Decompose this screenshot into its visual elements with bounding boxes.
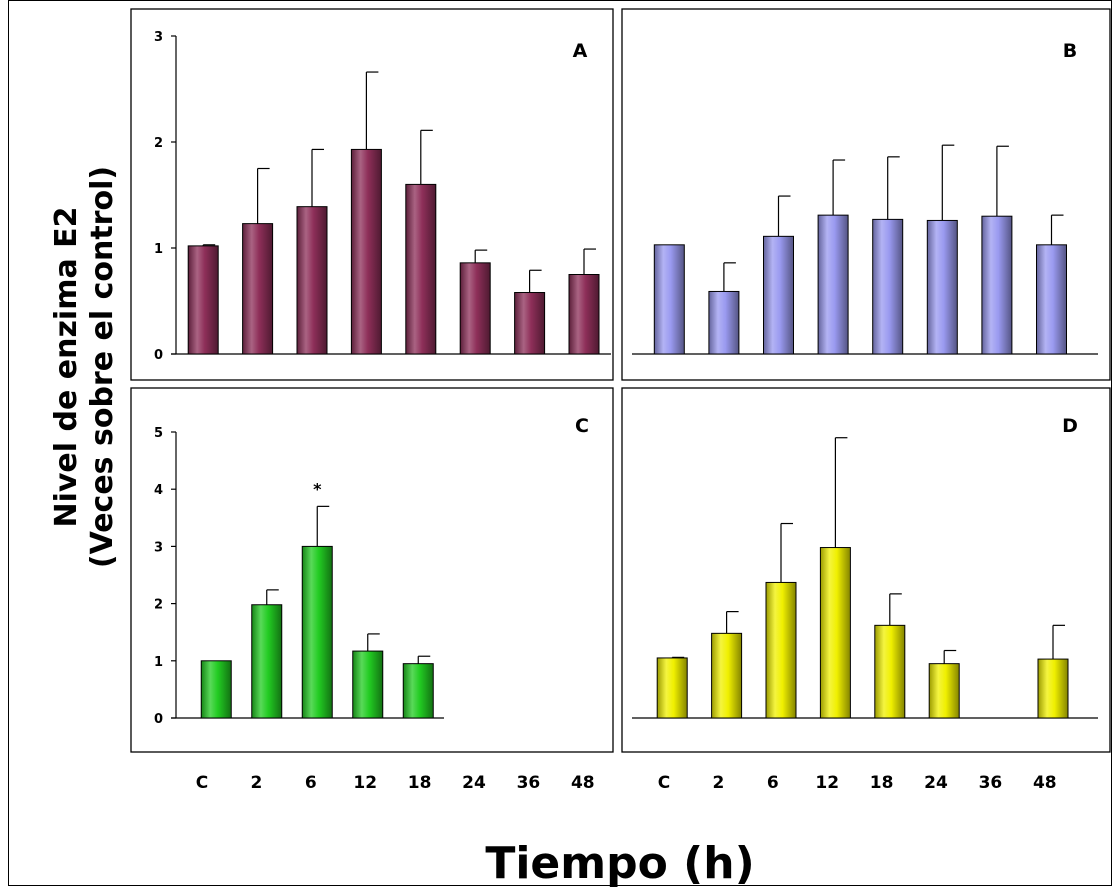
panel-b: B	[621, 8, 1111, 381]
x-axis-label: Tiempo (h)	[485, 838, 755, 889]
panel-frame	[130, 387, 614, 753]
x-tick-label-right: 36	[979, 773, 1003, 793]
x-tick-label-left: C	[196, 773, 208, 793]
x-tick-label-right: 48	[1033, 773, 1057, 793]
bar	[819, 547, 851, 719]
panel-a: 0 1 2 3 A	[130, 8, 614, 381]
bar	[296, 206, 328, 355]
y-tick-label: 3	[154, 540, 163, 555]
x-tick-label-left: 12	[353, 773, 377, 793]
bar	[763, 235, 794, 355]
bar	[242, 223, 274, 355]
panel-label: D	[1062, 415, 1078, 437]
bar	[874, 624, 906, 719]
bar	[187, 245, 219, 355]
bar	[352, 650, 384, 719]
x-tick-label-right: 2	[712, 773, 724, 793]
y-tick-label: 1	[154, 655, 163, 670]
panel-c: 0 1 2 3 4 5 * C	[130, 387, 614, 753]
panel-frame	[621, 8, 1111, 381]
panel-frame	[130, 8, 614, 381]
significance-mark: *	[313, 479, 322, 498]
bar	[872, 218, 904, 355]
bar	[1037, 658, 1069, 719]
x-tick-labels: C 2 6 12 18 24 36 48 C 2 6 12 18 24 36 48	[196, 773, 1057, 793]
bar	[251, 604, 283, 719]
y-tick-label: 5	[154, 426, 163, 441]
panel-label: B	[1063, 40, 1077, 62]
figure-frame	[8, 0, 1112, 886]
bar	[301, 545, 333, 719]
x-tick-label-right: 24	[924, 773, 948, 793]
bar	[711, 632, 743, 719]
y-tick-label: 2	[154, 598, 163, 613]
x-tick-label-right: 6	[767, 773, 779, 793]
bar	[350, 148, 382, 355]
panel-label: C	[575, 415, 589, 437]
x-tick-label-left: 18	[408, 773, 432, 793]
bar	[459, 262, 491, 355]
y-tick-label: 0	[154, 348, 163, 363]
bar	[817, 214, 849, 355]
y-tick-label: 2	[154, 136, 163, 151]
x-tick-label-right: C	[658, 773, 670, 793]
y-tick-label: 3	[154, 30, 163, 45]
y-tick-label: 1	[154, 242, 163, 257]
y-tick-label: 0	[154, 712, 163, 727]
panel-frame	[621, 387, 1111, 753]
x-tick-label-right: 12	[815, 773, 839, 793]
panel-label: A	[573, 40, 588, 62]
x-tick-label-right: 18	[870, 773, 894, 793]
bar	[405, 183, 437, 355]
bar	[568, 274, 600, 355]
bar	[653, 244, 685, 355]
y-tick-label: 4	[154, 483, 163, 498]
bar	[200, 660, 232, 719]
bar	[928, 663, 960, 719]
x-tick-label-left: 6	[305, 773, 317, 793]
panel-d: D	[621, 387, 1111, 753]
bar	[656, 657, 688, 719]
bar	[981, 215, 1013, 355]
bar	[708, 290, 740, 355]
bar	[765, 581, 797, 719]
bar	[514, 292, 546, 355]
x-tick-label-left: 48	[571, 773, 595, 793]
bar	[1036, 244, 1067, 355]
bar	[402, 663, 434, 719]
x-tick-label-left: 36	[517, 773, 541, 793]
x-tick-label-left: 2	[250, 773, 262, 793]
bar	[926, 219, 958, 355]
x-tick-label-left: 24	[462, 773, 486, 793]
